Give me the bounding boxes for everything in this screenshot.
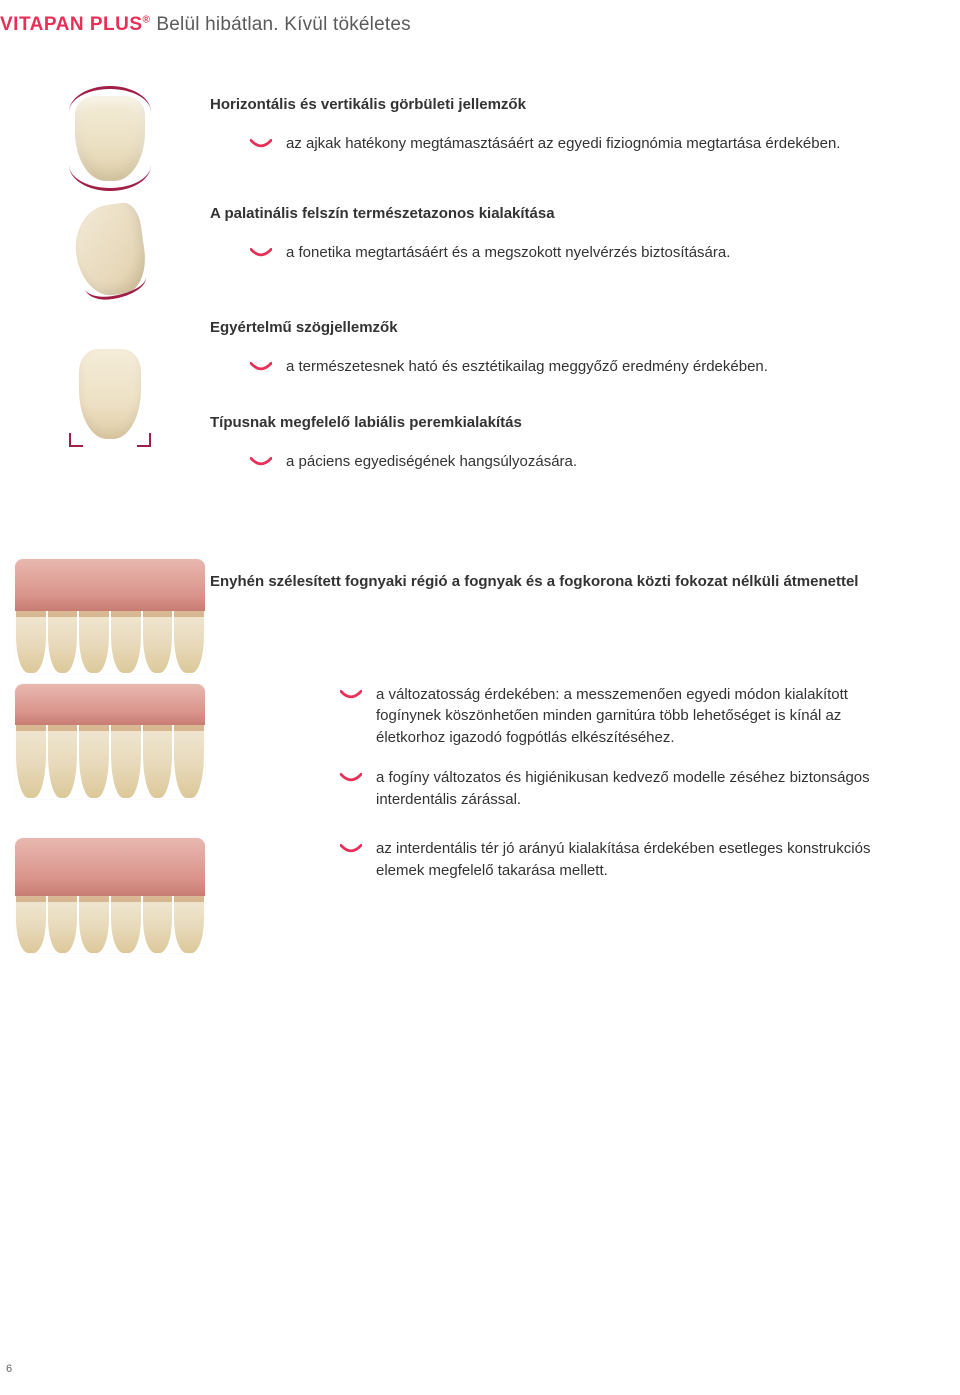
smile-bullet-icon: [250, 360, 272, 374]
feature-bullet: az interdentális tér jó arányú kialakítá…: [210, 838, 890, 882]
registered-mark: ®: [143, 15, 151, 26]
feature-bullet: a páciens egyediségének hangsúlyozására.: [210, 451, 890, 473]
tooth-palatal-icon: [70, 201, 150, 300]
feature-text: a változatosság érdekében: a messzemenőe…: [210, 684, 930, 829]
feature-thumb: [10, 319, 210, 439]
feature-bullet: a természetesnek ható és esztétikailag m…: [210, 356, 890, 378]
feature-section: Egyértelmű szögjellemzők a természetesne…: [10, 319, 930, 491]
tooth-angle-icon: [79, 349, 141, 439]
bullet-text: a természetesnek ható és esztétikailag m…: [286, 356, 768, 378]
feature-heading: A palatinális felszín természetazonos ki…: [210, 205, 890, 222]
page-number: 6: [6, 1363, 12, 1375]
teeth-row-icon: [15, 838, 205, 953]
content-area: Horizontális és vertikális görbületi jel…: [0, 96, 930, 953]
feature-heading: Horizontális és vertikális görbületi jel…: [210, 96, 890, 113]
tooth-curvature-icon: [75, 96, 145, 181]
feature-thumb: [10, 684, 210, 799]
feature-bullet: az ajkak hatékony megtámasztásáért az eg…: [210, 133, 890, 155]
feature-bullet: a változatosság érdekében: a messzemenőe…: [210, 684, 890, 749]
feature-text: az interdentális tér jó arányú kialakítá…: [210, 838, 930, 900]
feature-text: A palatinális felszín természetazonos ki…: [210, 205, 930, 282]
teeth-row-icon: [15, 684, 205, 799]
feature-bullet: a fogíny változatos és higiénikusan kedv…: [210, 767, 890, 811]
feature-section: A palatinális felszín természetazonos ki…: [10, 205, 930, 295]
feature-section-bottom: Enyhén szélesített fognyaki régió a fogn…: [10, 559, 930, 674]
tagline: Belül hibátlan. Kívül tökéletes: [156, 14, 410, 36]
feature-heading: Egyértelmű szögjellemzők: [210, 319, 890, 336]
brand-name: VITAPAN PLUS®: [0, 14, 150, 36]
feature-thumb: [10, 96, 210, 181]
smile-bullet-icon: [340, 688, 362, 702]
page: VITAPAN PLUS® Belül hibátlan. Kívül töké…: [0, 0, 960, 953]
feature-bullet-section: a változatosság érdekében: a messzemenőe…: [10, 684, 930, 829]
feature-heading: Enyhén szélesített fognyaki régió a fogn…: [210, 573, 890, 590]
bullet-text: a változatosság érdekében: a messzemenőe…: [376, 684, 890, 749]
smile-bullet-icon: [250, 455, 272, 469]
smile-bullet-icon: [340, 842, 362, 856]
teeth-row-icon: [15, 559, 205, 674]
bullet-text: az ajkak hatékony megtámasztásáért az eg…: [286, 133, 840, 155]
smile-bullet-icon: [250, 137, 272, 151]
feature-bullet-section: az interdentális tér jó arányú kialakítá…: [10, 838, 930, 953]
feature-thumb: [10, 838, 210, 953]
bullet-text: a páciens egyediségének hangsúlyozására.: [286, 451, 577, 473]
feature-section: Horizontális és vertikális görbületi jel…: [10, 96, 930, 181]
bullet-text: az interdentális tér jó arányú kialakítá…: [376, 838, 890, 882]
page-title-row: VITAPAN PLUS® Belül hibátlan. Kívül töké…: [0, 14, 930, 36]
smile-bullet-icon: [340, 771, 362, 785]
bullet-text: a fonetika megtartásáért és a megszokott…: [286, 242, 730, 264]
smile-bullet-icon: [250, 246, 272, 260]
feature-text: Egyértelmű szögjellemzők a természetesne…: [210, 319, 930, 491]
feature-thumb: [10, 559, 210, 674]
brand-text: VITAPAN PLUS: [0, 14, 143, 35]
feature-bullet: a fonetika megtartásáért és a megszokott…: [210, 242, 890, 264]
feature-heading: Típusnak megfelelő labiális peremkialakí…: [210, 414, 890, 431]
feature-text: Enyhén szélesített fognyaki régió a fogn…: [210, 559, 930, 610]
feature-text: Horizontális és vertikális görbületi jel…: [210, 96, 930, 173]
bullet-text: a fogíny változatos és higiénikusan kedv…: [376, 767, 890, 811]
feature-thumb: [10, 205, 210, 295]
